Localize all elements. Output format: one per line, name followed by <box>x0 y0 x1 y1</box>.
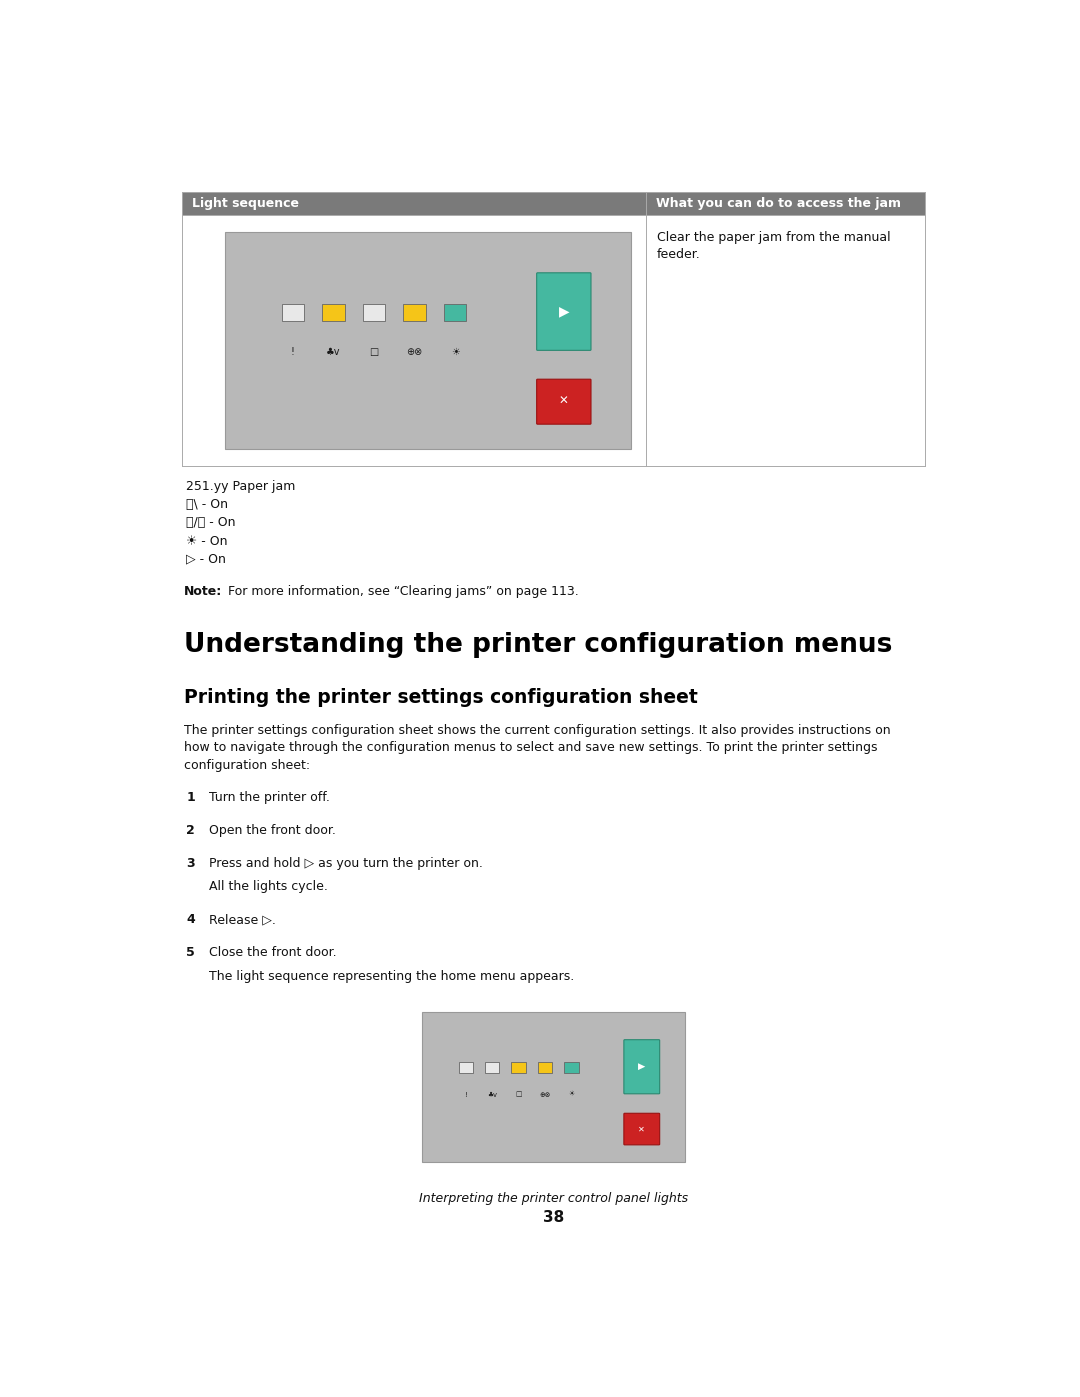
Text: All the lights cycle.: All the lights cycle. <box>210 880 328 893</box>
Text: 251.yy Paper jam: 251.yy Paper jam <box>186 481 296 493</box>
Bar <box>183 215 924 467</box>
Bar <box>282 305 305 321</box>
Text: ☀ - On: ☀ - On <box>186 535 228 548</box>
Text: ⊕⊗: ⊕⊗ <box>539 1091 551 1098</box>
Text: □: □ <box>369 346 379 356</box>
Text: Note:: Note: <box>184 584 222 598</box>
Text: Printing the printer settings configuration sheet: Printing the printer settings configurat… <box>184 687 698 707</box>
Text: Light sequence: Light sequence <box>191 197 298 211</box>
Text: The light sequence representing the home menu appears.: The light sequence representing the home… <box>210 970 575 982</box>
Text: ☀: ☀ <box>450 346 460 356</box>
FancyBboxPatch shape <box>624 1113 660 1146</box>
Text: Ⓜ/Ⓢ - On: Ⓜ/Ⓢ - On <box>186 517 235 529</box>
Text: □: □ <box>515 1091 522 1098</box>
Bar <box>444 305 467 321</box>
Text: ▶: ▶ <box>558 305 569 319</box>
Text: 38: 38 <box>543 1210 564 1225</box>
Text: ▷ - On: ▷ - On <box>186 553 226 566</box>
Text: Clear the paper jam from the manual: Clear the paper jam from the manual <box>657 231 891 244</box>
Text: Close the front door.: Close the front door. <box>210 947 337 960</box>
Text: configuration sheet:: configuration sheet: <box>184 759 310 771</box>
Text: For more information, see “Clearing jams” on page 113.: For more information, see “Clearing jams… <box>225 584 579 598</box>
Bar <box>363 305 386 321</box>
Text: !: ! <box>291 346 295 356</box>
Text: The printer settings configuration sheet shows the current configuration setting: The printer settings configuration sheet… <box>184 724 890 738</box>
Bar <box>404 305 426 321</box>
Text: ☀: ☀ <box>568 1091 575 1098</box>
Bar <box>225 232 631 450</box>
Bar <box>511 1062 526 1073</box>
Text: Open the front door.: Open the front door. <box>210 824 336 837</box>
Text: !: ! <box>464 1091 468 1098</box>
Text: Ⓜ\ - On: Ⓜ\ - On <box>186 499 228 511</box>
Text: ✕: ✕ <box>558 395 569 408</box>
FancyBboxPatch shape <box>537 272 591 351</box>
Bar <box>183 193 924 215</box>
Bar <box>322 305 345 321</box>
Text: Turn the printer off.: Turn the printer off. <box>210 791 330 803</box>
Text: 2: 2 <box>186 824 194 837</box>
Text: Release ▷.: Release ▷. <box>210 914 276 926</box>
Text: Understanding the printer configuration menus: Understanding the printer configuration … <box>184 633 892 658</box>
Bar <box>485 1062 499 1073</box>
Text: ▶: ▶ <box>638 1062 646 1071</box>
Bar <box>564 1062 579 1073</box>
Text: how to navigate through the configuration menus to select and save new settings.: how to navigate through the configuratio… <box>184 742 877 754</box>
Text: 1: 1 <box>186 791 194 803</box>
Text: 4: 4 <box>186 914 194 926</box>
Text: 5: 5 <box>186 947 194 960</box>
Text: ✕: ✕ <box>638 1125 645 1133</box>
Bar <box>422 1011 685 1162</box>
Bar <box>459 1062 473 1073</box>
Text: feeder.: feeder. <box>657 247 701 261</box>
Bar <box>538 1062 552 1073</box>
Text: ⊕⊗: ⊕⊗ <box>406 346 422 356</box>
Text: 3: 3 <box>186 858 194 870</box>
FancyBboxPatch shape <box>537 379 591 425</box>
FancyBboxPatch shape <box>624 1039 660 1094</box>
Text: Press and hold ▷ as you turn the printer on.: Press and hold ▷ as you turn the printer… <box>210 858 483 870</box>
Text: Interpreting the printer control panel lights: Interpreting the printer control panel l… <box>419 1192 688 1206</box>
Text: ♣v: ♣v <box>326 346 340 356</box>
Text: ♣v: ♣v <box>487 1091 497 1098</box>
Text: What you can do to access the jam: What you can do to access the jam <box>656 197 901 211</box>
